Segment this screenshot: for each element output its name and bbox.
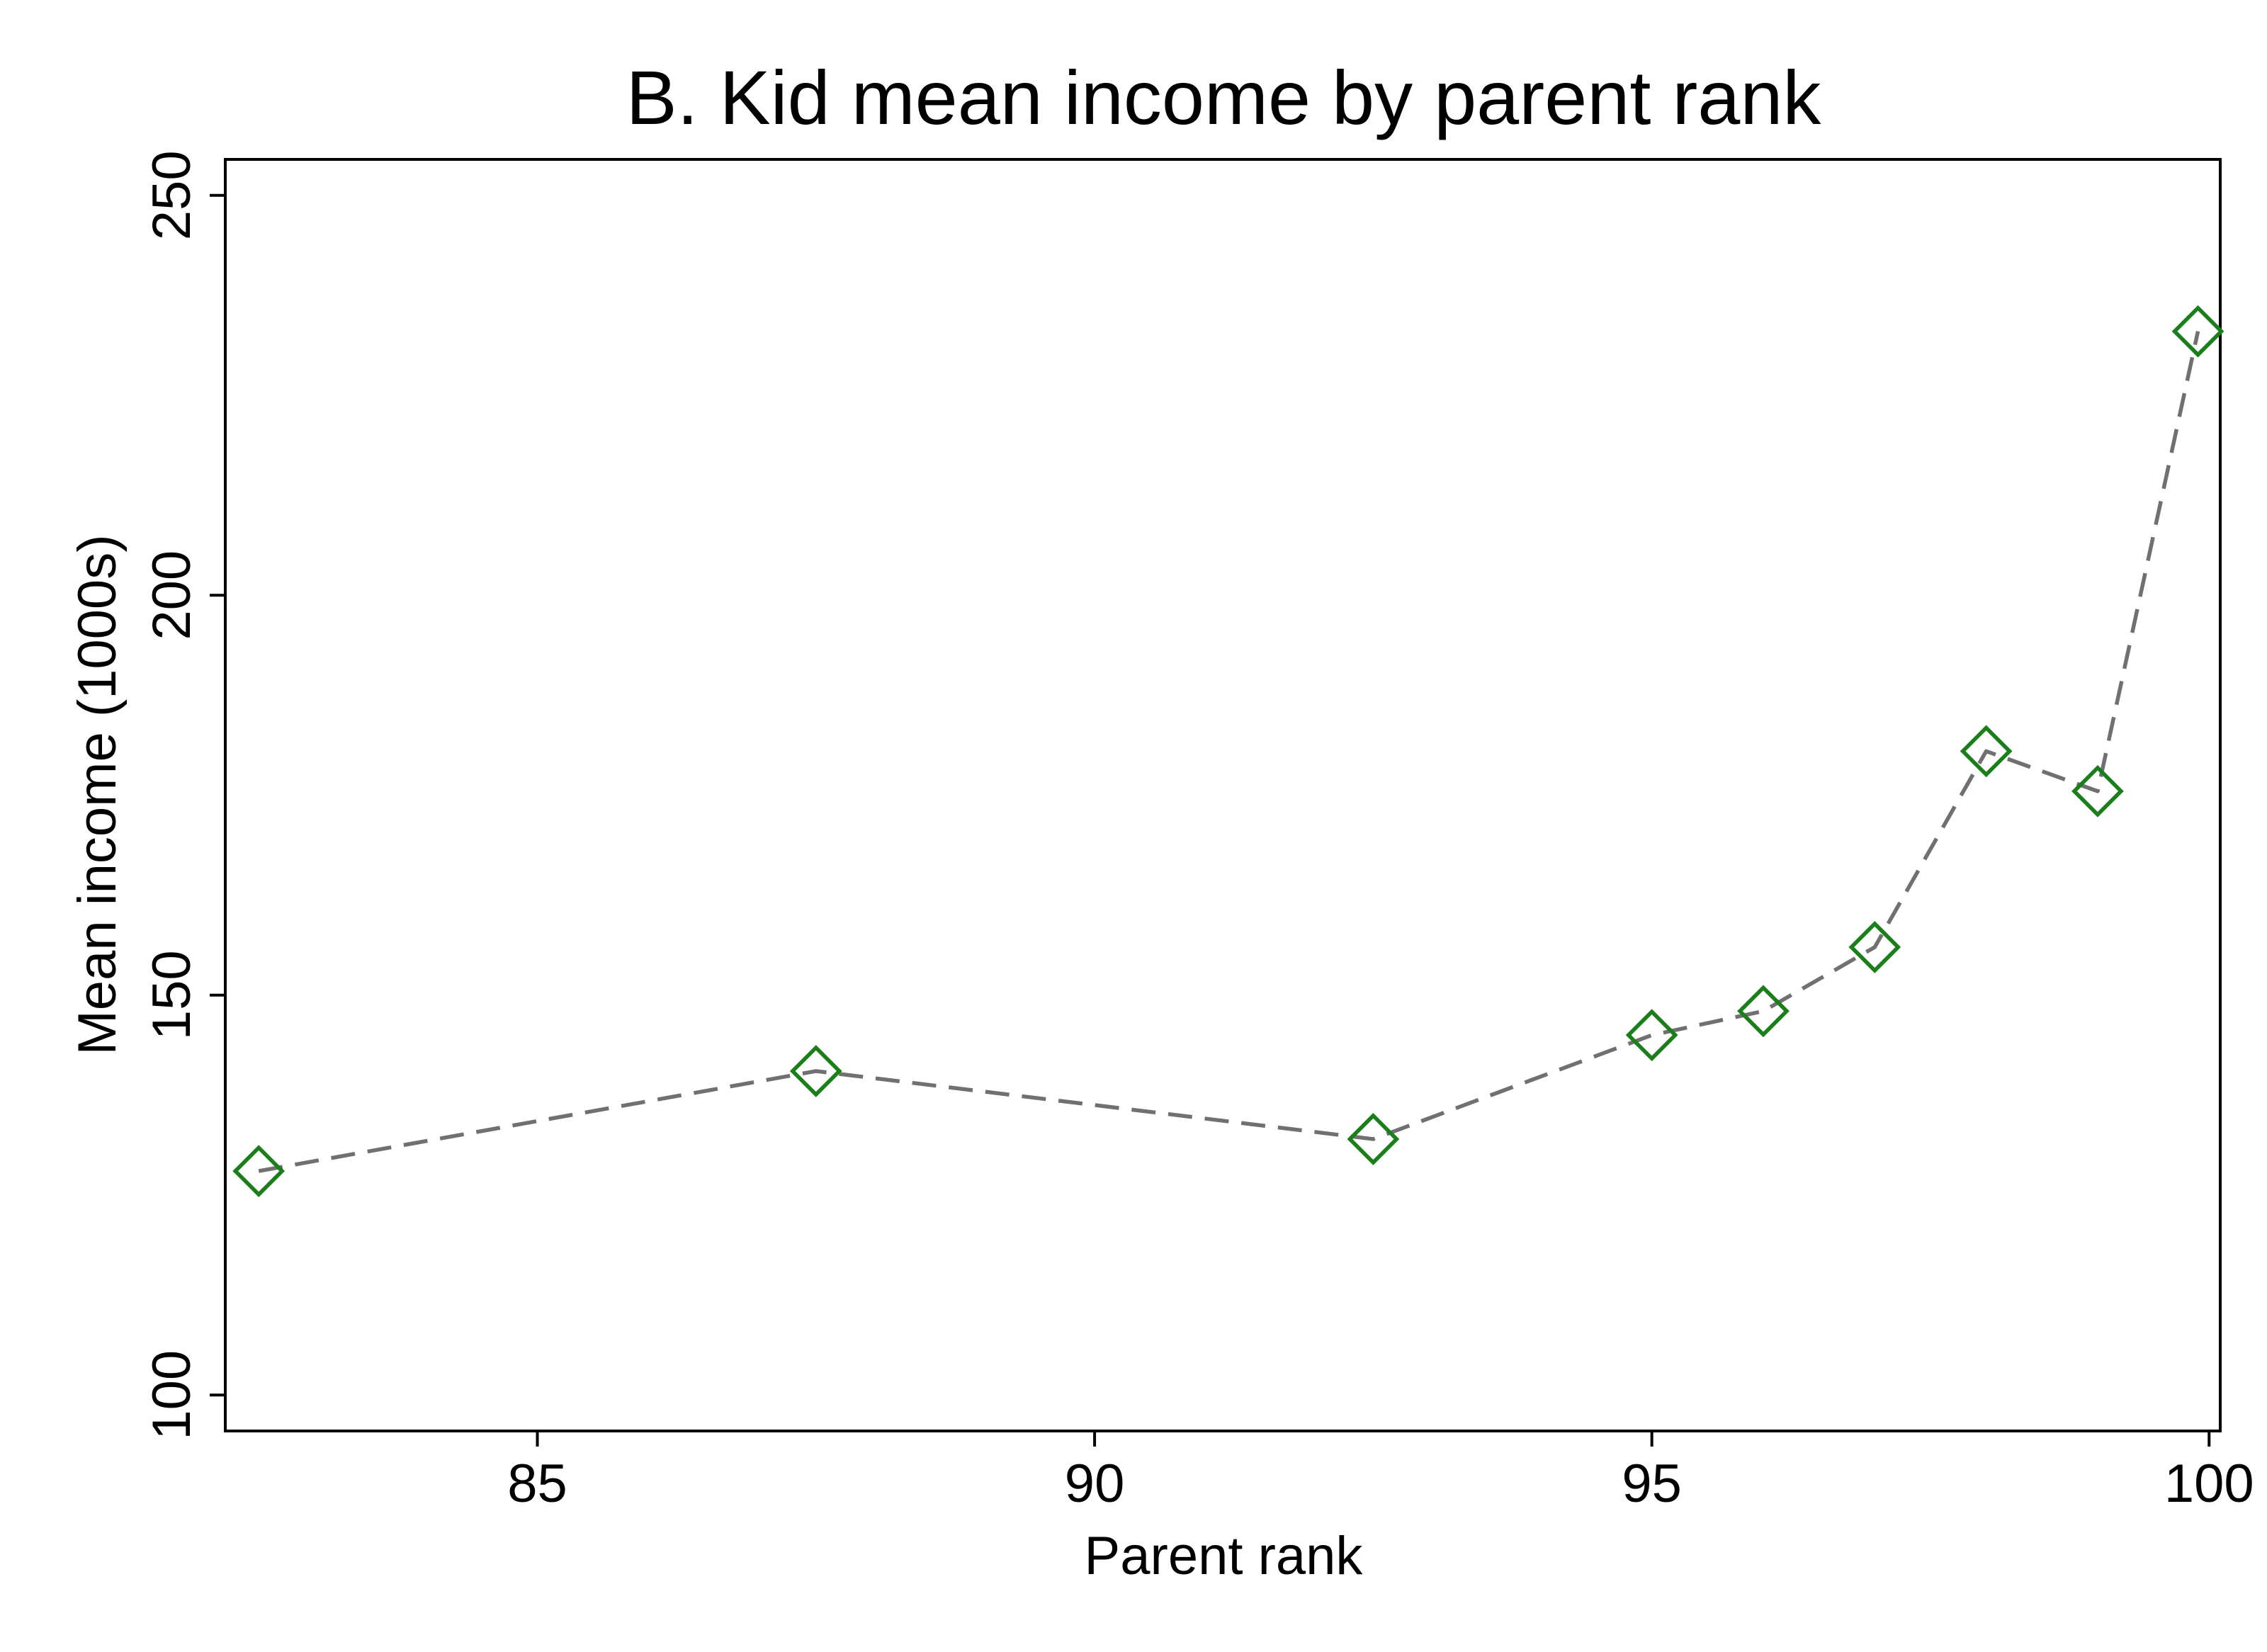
data-point-marker [1737, 985, 1790, 1038]
data-point-marker [1625, 1009, 1678, 1062]
y-axis-label: Mean income (1000s) [67, 534, 128, 1055]
data-point-marker [1848, 921, 1901, 973]
y-axis-ticks: 100 150 200 250 [142, 150, 225, 1440]
x-axis-label: Parent rank [1085, 1526, 1364, 1586]
data-point-marker [1347, 1113, 1400, 1165]
x-tick-label: 90 [1065, 1454, 1125, 1514]
data-point-marker [1960, 725, 2013, 778]
x-axis-ticks: 85 90 95 100 [507, 1431, 2254, 1514]
series-layer [232, 305, 2224, 1197]
x-tick-label: 85 [507, 1454, 567, 1514]
data-point-marker [2171, 305, 2224, 358]
x-tick-label: 100 [2164, 1454, 2254, 1514]
x-tick-label: 95 [1622, 1454, 1682, 1514]
series-line [258, 331, 2200, 1173]
plot-area-frame [224, 158, 2222, 1432]
y-tick-label: 150 [142, 950, 202, 1040]
y-tick-label: 200 [142, 550, 202, 640]
data-point-marker [2071, 764, 2124, 817]
data-point-marker [232, 1145, 286, 1197]
y-tick-label: 250 [142, 150, 202, 240]
y-tick-label: 100 [142, 1350, 202, 1440]
chart-title: B. Kid mean income by parent rank [626, 55, 1822, 140]
data-point-marker [789, 1045, 842, 1097]
